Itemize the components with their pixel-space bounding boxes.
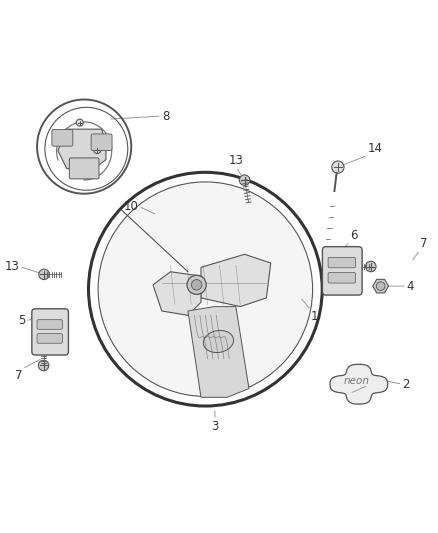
Text: 6: 6 [350, 229, 357, 241]
FancyBboxPatch shape [322, 247, 362, 295]
Text: 3: 3 [211, 420, 219, 433]
Text: 13: 13 [229, 154, 244, 167]
Polygon shape [153, 272, 201, 316]
Circle shape [376, 282, 385, 290]
Text: 10: 10 [124, 200, 139, 213]
Text: 8: 8 [162, 110, 169, 123]
Circle shape [187, 275, 206, 294]
Text: 14: 14 [367, 142, 382, 155]
Circle shape [39, 269, 49, 280]
Polygon shape [330, 365, 388, 404]
Circle shape [94, 147, 101, 154]
FancyBboxPatch shape [328, 257, 356, 268]
Text: 5: 5 [18, 314, 25, 327]
FancyBboxPatch shape [328, 272, 356, 283]
FancyBboxPatch shape [69, 158, 99, 179]
Circle shape [76, 119, 83, 126]
Text: 7: 7 [420, 237, 427, 250]
Text: 7: 7 [15, 369, 22, 382]
FancyBboxPatch shape [32, 309, 68, 355]
Polygon shape [373, 279, 389, 293]
Polygon shape [201, 254, 271, 306]
Text: 4: 4 [407, 280, 414, 293]
Text: 2: 2 [403, 378, 410, 391]
FancyBboxPatch shape [37, 334, 62, 343]
Text: 13: 13 [5, 260, 20, 273]
Circle shape [39, 360, 49, 371]
FancyBboxPatch shape [37, 320, 62, 329]
Polygon shape [58, 129, 106, 173]
FancyBboxPatch shape [52, 130, 73, 146]
FancyBboxPatch shape [91, 134, 112, 150]
Circle shape [332, 161, 344, 173]
Circle shape [239, 175, 250, 185]
Text: neon: neon [344, 376, 370, 386]
Circle shape [366, 261, 376, 272]
Text: 1: 1 [311, 310, 318, 323]
Ellipse shape [203, 330, 233, 352]
Circle shape [98, 182, 313, 397]
Polygon shape [188, 306, 249, 397]
Circle shape [191, 280, 202, 290]
